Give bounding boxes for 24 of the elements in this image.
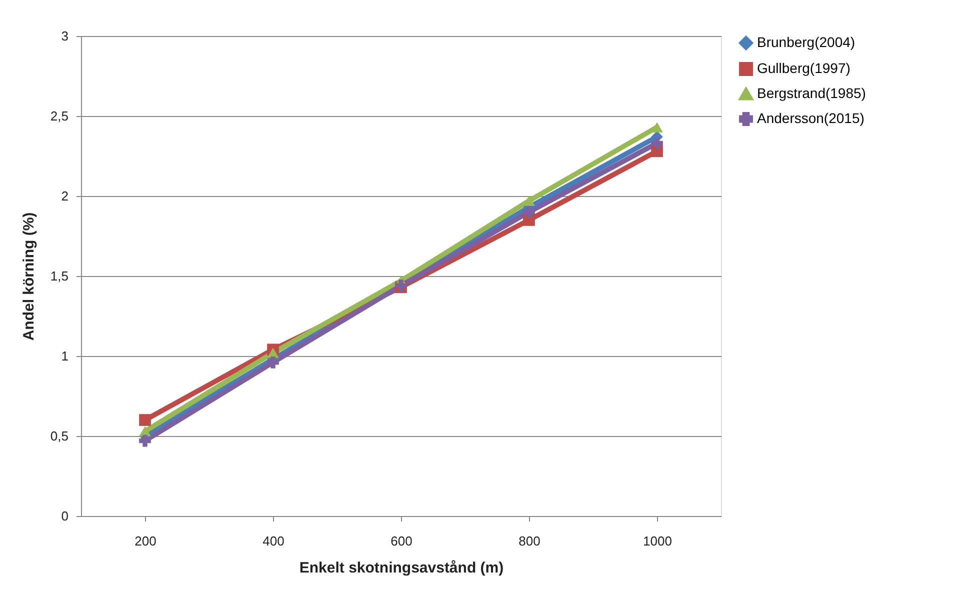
- y-tick-label: 0: [61, 508, 68, 524]
- legend-label: Brunberg(2004): [757, 34, 856, 50]
- y-axis-title: Andel körning (%): [20, 212, 38, 341]
- y-tick-label: 3: [61, 28, 68, 44]
- legend-label: Bergstrand(1985): [757, 85, 866, 101]
- point: [523, 196, 535, 206]
- y-tick-label: 1,5: [50, 268, 68, 284]
- y-tick-label: 2: [61, 188, 68, 204]
- point: [651, 137, 663, 150]
- legend-label: Gullberg(1997): [757, 60, 850, 76]
- point: [267, 356, 279, 368]
- x-tick-label: 200: [134, 534, 156, 548]
- point: [139, 434, 151, 447]
- point: [523, 206, 535, 218]
- y-tick-label: 0,5: [50, 428, 68, 444]
- y-tick-label: 1: [61, 348, 68, 364]
- x-tick-label: 600: [390, 534, 412, 548]
- x-tick-label: 400: [262, 534, 284, 548]
- x-tick-label: 1000: [643, 534, 672, 548]
- x-axis-title: Enkelt skotningsavstånd (m): [299, 560, 504, 576]
- legend-label: Andersson(2015): [757, 110, 864, 126]
- y-tick-label: 2,5: [50, 108, 68, 124]
- x-tick-label: 800: [518, 534, 540, 548]
- point: [139, 414, 151, 426]
